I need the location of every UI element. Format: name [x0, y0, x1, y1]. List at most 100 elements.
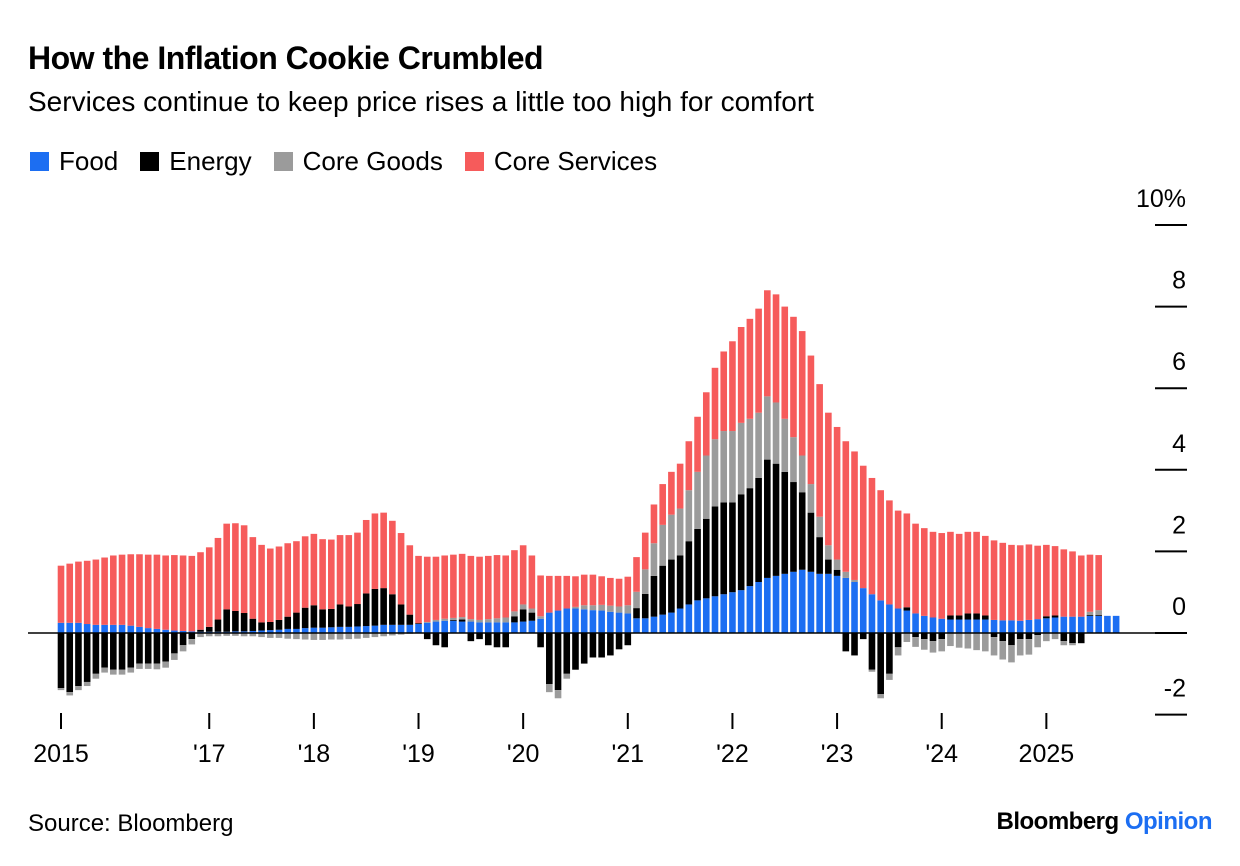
bar-core-goods-7	[118, 669, 126, 675]
bar-food-66	[633, 618, 640, 633]
bar-energy-69	[659, 565, 666, 615]
bar-core-goods-96	[894, 647, 902, 656]
bar-core-services-85	[798, 331, 806, 456]
bar-core-goods-16	[197, 633, 204, 638]
bar-energy-101	[938, 633, 946, 640]
bar-core-services-101	[938, 533, 946, 619]
bar-core-services-73	[694, 416, 701, 472]
bar-core-goods-3	[83, 681, 91, 687]
bar-core-goods-11	[153, 663, 161, 670]
bar-core-services-74	[702, 392, 710, 456]
bar-core-services-68	[650, 504, 658, 544]
bar-core-services-35	[362, 519, 370, 594]
bar-energy-85	[798, 492, 806, 570]
bar-energy-118	[1086, 615, 1094, 616]
bar-core-goods-91	[851, 579, 858, 582]
bar-core-goods-76	[720, 431, 728, 503]
bar-energy-38	[389, 594, 396, 625]
bar-food-90	[842, 577, 850, 633]
chart-title: How the Inflation Cookie Crumbled	[28, 40, 544, 76]
bar-core-services-108	[999, 542, 1007, 621]
bar-energy-66	[633, 608, 640, 619]
bar-energy-35	[362, 593, 370, 627]
bar-core-services-70	[668, 471, 675, 515]
bar-food-97	[903, 610, 911, 633]
bar-energy-60	[580, 633, 588, 664]
bar-food-111	[1025, 619, 1033, 633]
bar-core-services-118	[1086, 554, 1094, 612]
bar-core-services-61	[589, 574, 597, 606]
bar-food-102	[947, 619, 954, 633]
brand-logo: Bloomberg Opinion	[997, 808, 1213, 836]
bar-food-92	[859, 588, 867, 633]
bar-food-120	[1104, 615, 1111, 633]
bar-core-services-94	[877, 490, 884, 601]
bar-food-67	[641, 618, 649, 633]
bar-core-services-5	[101, 557, 108, 625]
bar-food-61	[589, 610, 597, 633]
bar-core-goods-55	[537, 616, 544, 619]
bar-core-services-22	[249, 537, 257, 619]
bar-core-services-31	[328, 539, 335, 609]
bar-core-goods-105	[973, 633, 980, 651]
bar-core-services-107	[990, 540, 998, 620]
bar-energy-88	[825, 559, 832, 574]
bar-energy-94	[877, 633, 884, 695]
bar-core-goods-88	[825, 545, 832, 560]
y-tick-label-5: 8	[1172, 267, 1186, 295]
bar-food-28	[301, 628, 309, 633]
bar-core-goods-63	[607, 605, 614, 612]
bar-core-goods-46	[458, 617, 466, 620]
bar-core-services-46	[458, 553, 466, 618]
bar-energy-115	[1060, 633, 1068, 642]
bar-core-goods-58	[563, 673, 571, 679]
bar-energy-92	[859, 633, 867, 640]
legend-label-core-goods: Core Goods	[302, 146, 443, 176]
bar-core-goods-68	[650, 543, 658, 576]
bar-core-services-110	[1016, 545, 1024, 621]
bar-food-59	[572, 608, 579, 633]
bar-food-110	[1016, 620, 1024, 633]
bar-core-services-63	[607, 577, 614, 606]
bar-core-goods-31	[328, 633, 335, 640]
bar-core-goods-51	[502, 617, 510, 623]
bar-food-103	[955, 619, 963, 633]
bar-energy-63	[607, 633, 614, 656]
bar-food-105	[973, 619, 980, 633]
bar-core-services-52	[511, 550, 518, 612]
bar-food-82	[772, 575, 780, 633]
bar-energy-61	[589, 633, 597, 658]
bar-food-27	[293, 628, 300, 633]
bar-energy-89	[833, 569, 841, 576]
bar-energy-112	[1034, 633, 1041, 636]
bar-core-goods-94	[877, 694, 884, 699]
legend-item-core-goods: Core Goods	[273, 146, 443, 177]
axes-layer: -2 0 2 4 6 8 10% 2015 '17 '18 '19 '20 '21 '22 '23 '24 20…	[28, 185, 1187, 768]
bar-food-79	[746, 586, 754, 633]
bar-core-services-14	[179, 555, 187, 631]
bar-core-goods-67	[641, 569, 649, 594]
bar-energy-20	[232, 610, 239, 632]
bar-energy-56	[546, 633, 553, 684]
bar-core-goods-79	[746, 418, 754, 489]
legend-label-core-services: Core Services	[493, 146, 658, 176]
bar-energy-83	[781, 471, 789, 574]
bar-core-goods-119	[1095, 610, 1102, 616]
bar-food-0	[57, 622, 65, 633]
bar-energy-65	[624, 633, 632, 646]
bar-core-goods-34	[354, 633, 361, 639]
bar-food-14	[179, 630, 187, 633]
bar-core-goods-101	[938, 639, 946, 652]
bar-core-goods-85	[798, 455, 806, 493]
bar-core-services-4	[92, 559, 100, 625]
bar-core-services-10	[144, 554, 152, 629]
bar-core-goods-77	[729, 431, 736, 503]
bar-core-services-8	[127, 554, 135, 626]
bar-energy-13	[171, 633, 178, 654]
bar-energy-49	[484, 633, 492, 646]
bar-core-goods-24	[266, 633, 274, 638]
bar-food-29	[310, 627, 318, 633]
bar-core-goods-27	[293, 633, 300, 640]
bar-energy-22	[249, 618, 257, 631]
bar-energy-27	[293, 612, 300, 629]
